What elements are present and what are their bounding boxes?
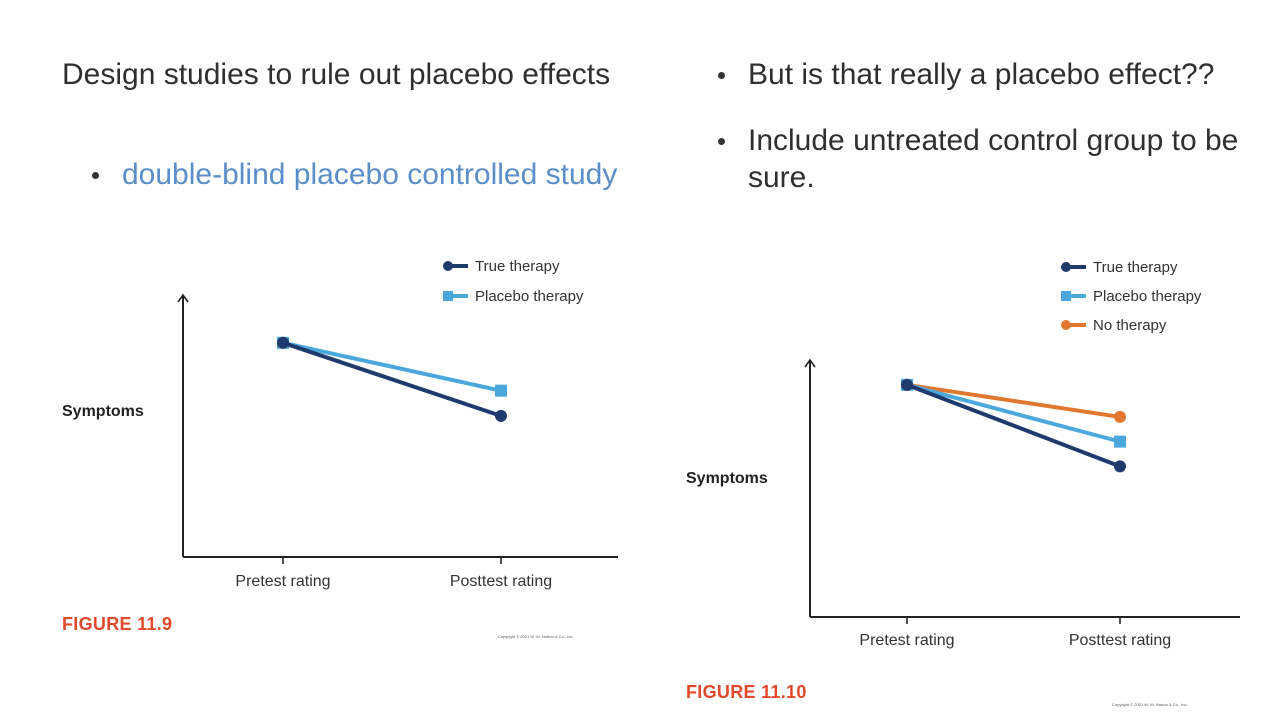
point-placebo-therapy-posttest-rating xyxy=(1114,435,1126,448)
point-true-therapy-posttest-rating xyxy=(1114,460,1126,473)
point-true-therapy-posttest-rating xyxy=(495,409,507,422)
figure-11-10-copyright: Copyright © 2021 W. W. Norton & Co., Inc… xyxy=(1112,702,1188,707)
figure-11-9-copyright: Copyright © 2021 W. W. Norton & Co., Inc… xyxy=(498,634,574,639)
legend-marker-placebo-therapy xyxy=(1061,291,1071,301)
series-line-placebo-therapy xyxy=(906,382,1121,444)
y-axis-arrow-icon xyxy=(804,358,816,368)
point-true-therapy-pretest-rating xyxy=(901,378,913,391)
bullet-control-group: Include untreated control group to be su… xyxy=(718,122,1258,196)
figure-11-9-chart: Pretest rating Posttest rating Symptoms Tru… xyxy=(62,258,618,590)
legend-label-no-therapy: No therapy xyxy=(1093,317,1167,334)
bullet-placebo-question: But is that really a placebo effect?? xyxy=(718,56,1258,93)
legend-label-placebo-therapy: Placebo therapy xyxy=(1093,288,1202,305)
right-bullet-list: But is that really a placebo effect?? In… xyxy=(718,56,1258,225)
bullet-double-blind: double-blind placebo controlled study xyxy=(92,156,632,193)
figure-11-10-chart: Pretest rating Posttest rating Symptoms Tru… xyxy=(686,259,1240,649)
slide-heading: Design studies to rule out placebo effec… xyxy=(62,58,611,91)
legend-marker-true-therapy xyxy=(1061,262,1071,272)
legend-label-placebo-therapy: Placebo therapy xyxy=(475,288,584,305)
figure-11-10-label: FIGURE 11.10 xyxy=(686,682,807,702)
point-no-therapy-posttest-rating xyxy=(1114,410,1126,423)
y-axis-label: Symptoms xyxy=(686,470,768,487)
x-tick-label-pretest-rating: Pretest rating xyxy=(859,632,954,649)
legend-marker-true-therapy xyxy=(443,261,453,271)
legend-marker-no-therapy xyxy=(1061,320,1071,330)
left-bullet-list: double-blind placebo controlled study xyxy=(92,156,632,193)
figure-11-9-label: FIGURE 11.9 xyxy=(62,614,173,634)
point-true-therapy-pretest-rating xyxy=(277,336,289,349)
y-axis-arrow-icon xyxy=(177,293,189,303)
series-line-no-therapy xyxy=(906,382,1121,419)
series-line-placebo-therapy xyxy=(282,340,502,393)
series-line-true-therapy xyxy=(906,382,1121,469)
x-tick-label-posttest-rating: Posttest rating xyxy=(450,573,552,590)
legend-label-true-therapy: True therapy xyxy=(1093,259,1178,276)
legend-label-true-therapy: True therapy xyxy=(475,258,560,275)
series-line-true-therapy xyxy=(282,340,502,418)
y-axis-label: Symptoms xyxy=(62,403,144,420)
x-tick-label-posttest-rating: Posttest rating xyxy=(1069,632,1171,649)
legend-marker-placebo-therapy xyxy=(443,291,453,301)
point-placebo-therapy-posttest-rating xyxy=(495,384,507,397)
x-tick-label-pretest-rating: Pretest rating xyxy=(235,573,330,590)
